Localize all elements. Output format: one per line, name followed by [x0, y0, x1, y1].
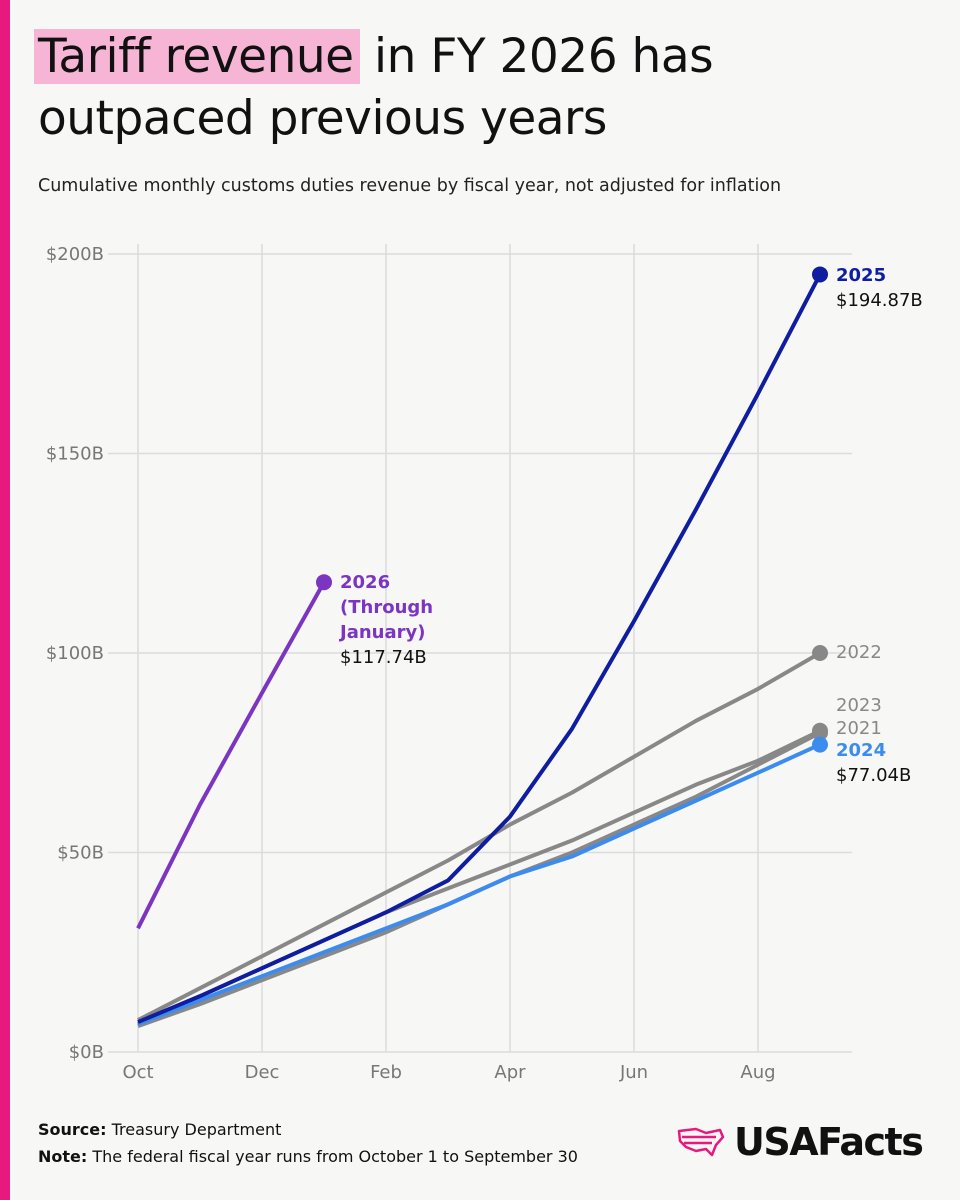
- y-tick-label: $150B: [46, 444, 104, 465]
- series-line: [137, 273, 822, 1024]
- subtitle: Cumulative monthly customs duties revenu…: [38, 176, 782, 196]
- x-tick-label: Oct: [122, 1062, 153, 1083]
- series-label: 2024 $77.04B: [836, 738, 911, 788]
- series-label: 2025 $194.87B: [836, 263, 923, 313]
- series-name: 2026: [340, 572, 391, 594]
- y-tick-label: $100B: [46, 643, 104, 664]
- series-name: 2021: [836, 717, 882, 739]
- series-label: 2021: [836, 716, 882, 741]
- logo-icon: [677, 1127, 725, 1157]
- x-tick-label: Feb: [370, 1062, 402, 1083]
- title-rest: in FY 2026 has outpaced previous years: [38, 29, 714, 146]
- x-tick-label: Apr: [494, 1062, 526, 1083]
- title: Tariff revenue in FY 2026 has outpaced p…: [34, 26, 918, 150]
- value-label: $77.04B: [836, 764, 912, 786]
- x-tick-label: Aug: [740, 1062, 775, 1083]
- x-tick-label: Jun: [619, 1062, 648, 1083]
- source-label: Source:: [38, 1120, 107, 1139]
- value-label: $117.74B: [340, 647, 427, 669]
- value-label: $194.87B: [836, 290, 923, 312]
- series-label: 2023: [836, 693, 882, 718]
- note: The federal fiscal year runs from Octobe…: [92, 1147, 578, 1166]
- note-line: Note: The federal fiscal year runs from …: [38, 1143, 578, 1170]
- note-label: Note:: [38, 1147, 88, 1166]
- accent-bar: [0, 0, 10, 1200]
- end-dot: [812, 645, 828, 661]
- series-note: (Through January): [340, 597, 434, 644]
- end-dot: [812, 722, 828, 739]
- y-tick-label: $0B: [69, 1042, 104, 1063]
- series-name: 2022: [836, 642, 882, 663]
- y-tick-label: $50B: [57, 843, 104, 864]
- title-highlight: Tariff revenue: [34, 29, 360, 84]
- y-tick-label: $200B: [46, 244, 104, 265]
- series-line: [137, 742, 821, 1026]
- end-dot: [812, 266, 828, 283]
- logo-text: USAFacts: [734, 1120, 924, 1164]
- source: Treasury Department: [111, 1120, 282, 1139]
- series-label: 2026 (Through January) $117.74B: [340, 570, 450, 670]
- end-dot: [812, 736, 828, 753]
- series-name: 2025: [836, 265, 887, 287]
- source-line: Source: Treasury Department: [38, 1116, 578, 1143]
- logo: USAFacts: [676, 1120, 924, 1164]
- end-dot: [316, 574, 332, 591]
- footer: Source: Treasury Department Note: The fe…: [38, 1116, 578, 1170]
- series-line: [136, 581, 326, 930]
- series-line: [137, 651, 822, 1022]
- series-label: 2022: [836, 640, 882, 665]
- series-name: 2024: [836, 739, 887, 761]
- x-tick-label: Dec: [245, 1062, 280, 1083]
- series-name: 2023: [836, 694, 882, 716]
